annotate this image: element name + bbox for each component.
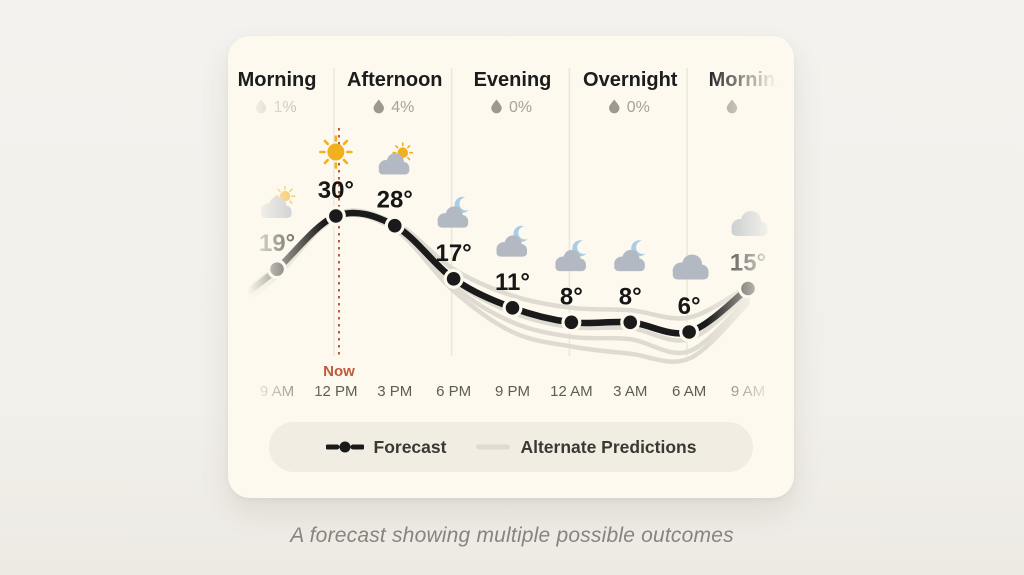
temp-label: 19° [259,230,295,257]
droplet-icon [373,99,384,114]
forecast-card: Morning Afternoon Evening Overnight Morning … [228,36,794,498]
temp-label: 6° [678,293,701,320]
data-point [564,315,579,330]
x-axis-tick: 6 AM [672,383,706,400]
cloud-sun-icon [261,187,295,218]
cloud-moon-icon [614,240,645,271]
legend: Forecast Alternate Predictions [269,422,753,472]
period-header: Evening [474,69,552,91]
x-axis-tick: 12 AM [550,383,593,400]
legend-item-forecast: Forecast [325,436,447,458]
data-point [270,262,284,276]
now-label: Now [323,363,355,380]
data-point [329,209,343,223]
droplet-icon [491,99,502,114]
cloud-moon-icon [496,226,527,257]
sun-icon [319,135,353,169]
x-axis-tick: 9 PM [495,383,530,400]
droplet-icon [609,99,620,114]
data-point [505,301,520,315]
x-axis-tick: 3 PM [377,383,412,400]
temp-label: 15° [730,250,766,277]
droplet-icon [726,99,738,114]
caption: A forecast showing multiple possible out… [290,524,734,547]
x-axis-tick: 9 AM [260,383,294,400]
temp-label: 30° [318,177,354,204]
legend-forecast-label: Forecast [373,436,447,457]
data-point [741,281,755,296]
forecast-line [242,209,752,337]
data-point [446,272,461,286]
temp-label: 28° [377,187,413,214]
data-point [387,218,402,233]
temp-label: 8° [560,283,583,310]
temp-label: 17° [435,240,471,267]
temp-label: 11° [495,269,530,296]
precip-value: 4% [391,99,414,116]
temp-label: 8° [619,283,642,310]
legend-alternate-label: Alternate Predictions [520,436,697,457]
alternate-line-icon [476,444,511,450]
period-header: Morning [238,69,317,91]
forecast-line-icon [325,441,364,453]
cloud-moon-icon [438,197,469,228]
x-axis-tick: 12 PM [314,383,357,400]
cloud-sun-icon [379,143,413,174]
precip-value: 0% [509,99,532,116]
legend-item-alternate: Alternate Predictions [476,437,696,458]
period-header: Overnight [583,69,678,91]
cloud-moon-icon [555,240,586,271]
data-point [623,315,638,330]
cloud-icon [731,211,768,236]
x-axis-tick: 9 AM [731,383,765,400]
forecast-chart: Morning Afternoon Evening Overnight Morning … [238,68,788,400]
cloud-icon [672,254,709,280]
data-point [682,325,696,339]
droplet-icon [255,99,267,114]
period-header: Afternoon [347,69,443,91]
x-axis-tick: 3 AM [613,383,647,400]
period-header: Morning [709,69,788,91]
x-axis-tick: 6 PM [436,383,471,400]
precip-value: 1% [273,99,296,116]
precip-value: 0% [627,99,650,116]
